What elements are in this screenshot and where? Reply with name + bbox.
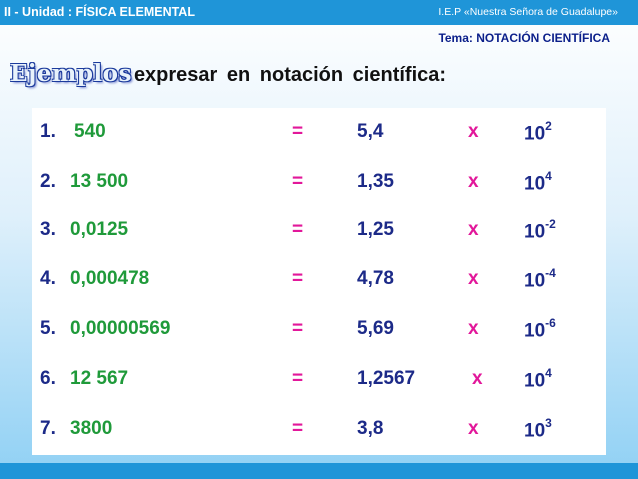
power-base: 10 <box>524 370 546 392</box>
row-value: 13 500 <box>70 171 129 192</box>
power-base: 10 <box>524 320 546 342</box>
row-power: 10-6 <box>524 316 556 342</box>
row-number: 5. <box>40 318 56 339</box>
times-sign: x <box>468 318 479 339</box>
row-value: 0,0125 <box>70 219 129 240</box>
times-sign: x <box>472 368 483 389</box>
times-sign: x <box>468 418 479 439</box>
power-base: 10 <box>524 270 546 292</box>
equals-sign: = <box>292 368 304 389</box>
equals-sign: = <box>292 418 304 439</box>
times-sign: x <box>468 171 479 192</box>
row-value: 12 567 <box>70 368 129 389</box>
row-number: 3. <box>40 219 56 240</box>
row-power: 103 <box>524 416 552 442</box>
example-row: 4. 0,000478 = 4,78 x 10-4 <box>32 266 606 304</box>
row-power: 10-2 <box>524 217 556 243</box>
top-bar: II - Unidad : FÍSICA ELEMENTAL I.E.P «Nu… <box>0 0 638 25</box>
power-exponent: 3 <box>545 416 552 430</box>
examples-panel: 1. 540 = 5,4 x 102 2. 13 500 = 1,35 x 10… <box>32 108 606 455</box>
equals-sign: = <box>292 171 304 192</box>
row-number: 7. <box>40 418 56 439</box>
power-exponent: -4 <box>545 266 556 280</box>
equals-sign: = <box>292 318 304 339</box>
row-number: 4. <box>40 268 56 289</box>
power-base: 10 <box>524 173 546 195</box>
power-base: 10 <box>524 123 546 145</box>
example-row: 1. 540 = 5,4 x 102 <box>32 119 606 157</box>
row-value: 3800 <box>70 418 113 439</box>
example-row: 6. 12 567 = 1,2567 x 104 <box>32 366 606 404</box>
row-mantissa: 3,8 <box>357 418 384 439</box>
topic-title: Tema: NOTACIÓN CIENTÍFICA <box>438 31 610 45</box>
examples-description: expresar en notación científica: <box>133 64 447 86</box>
power-exponent: -2 <box>545 217 556 231</box>
row-number: 2. <box>40 171 56 192</box>
row-mantissa: 1,25 <box>357 219 394 240</box>
row-power: 104 <box>524 366 552 392</box>
row-power: 102 <box>524 119 552 145</box>
power-exponent: 2 <box>545 119 552 133</box>
bottom-bar <box>0 463 638 479</box>
power-exponent: -6 <box>545 316 556 330</box>
examples-heading: Ejemplos expresar en notación científica: <box>10 60 446 87</box>
times-sign: x <box>468 219 479 240</box>
school-name: I.E.P «Nuestra Señora de Guadalupe» <box>438 6 618 18</box>
row-number: 1. <box>40 121 56 142</box>
power-exponent: 4 <box>545 366 552 380</box>
unit-title: II - Unidad : FÍSICA ELEMENTAL <box>4 5 195 19</box>
equals-sign: = <box>292 219 304 240</box>
power-base: 10 <box>524 221 546 243</box>
power-base: 10 <box>524 420 546 442</box>
example-row: 5. 0,00000569 = 5,69 x 10-6 <box>32 316 606 354</box>
times-sign: x <box>468 121 479 142</box>
example-row: 3. 0,0125 = 1,25 x 10-2 <box>32 217 606 255</box>
row-mantissa: 5,4 <box>357 121 384 142</box>
row-number: 6. <box>40 368 56 389</box>
row-power: 10-4 <box>524 266 556 292</box>
times-sign: x <box>468 268 479 289</box>
row-power: 104 <box>524 169 552 195</box>
row-value: 0,00000569 <box>70 318 171 339</box>
equals-sign: = <box>292 121 304 142</box>
example-row: 7. 3800 = 3,8 x 103 <box>32 416 606 454</box>
example-row: 2. 13 500 = 1,35 x 104 <box>32 169 606 207</box>
row-mantissa: 1,2567 <box>357 368 416 389</box>
equals-sign: = <box>292 268 304 289</box>
examples-title: Ejemplos <box>10 60 132 87</box>
row-value: 540 <box>74 121 106 142</box>
row-mantissa: 5,69 <box>357 318 394 339</box>
power-exponent: 4 <box>545 169 552 183</box>
row-mantissa: 1,35 <box>357 171 394 192</box>
row-value: 0,000478 <box>70 268 150 289</box>
row-mantissa: 4,78 <box>357 268 394 289</box>
